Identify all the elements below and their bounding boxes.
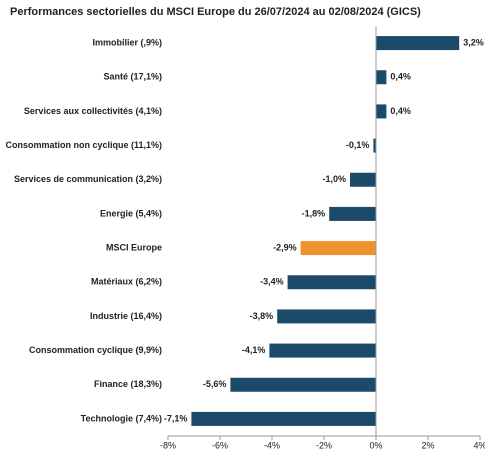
- value-label: -1,0%: [322, 174, 346, 184]
- bar: [350, 172, 376, 187]
- value-label: 0,4%: [390, 72, 411, 82]
- category-label: MSCI Europe: [106, 242, 162, 252]
- category-label: Immobilier (,9%): [92, 37, 162, 47]
- category-label: Finance (18,3%): [94, 379, 162, 389]
- value-label: -3,8%: [250, 311, 274, 321]
- value-label: -5,6%: [203, 379, 227, 389]
- category-label: Technologie (7,4%): [81, 413, 162, 423]
- category-label: Consommation cyclique (9,9%): [29, 345, 162, 355]
- bar: [376, 70, 387, 85]
- x-tick-label: 4%: [473, 440, 485, 450]
- bar: [269, 343, 376, 358]
- x-tick-label: 2%: [421, 440, 434, 450]
- category-label: Services aux collectivités (4,1%): [24, 106, 162, 116]
- value-label: -0,1%: [346, 140, 370, 150]
- value-label: 3,2%: [463, 37, 484, 47]
- category-label: Matériaux (6,2%): [91, 277, 162, 287]
- category-label: Industrie (16,4%): [90, 311, 162, 321]
- category-label: Services de communication (3,2%): [14, 174, 162, 184]
- x-tick-label: -6%: [212, 440, 228, 450]
- bar: [300, 241, 376, 256]
- bar: [287, 275, 376, 290]
- x-tick-label: -2%: [316, 440, 332, 450]
- category-label: Santé (17,1%): [103, 72, 162, 82]
- category-label: Energie (5,4%): [100, 208, 162, 218]
- value-label: -2,9%: [273, 242, 297, 252]
- value-label: -1,8%: [302, 208, 326, 218]
- value-label: -4,1%: [242, 345, 266, 355]
- x-tick-label: -8%: [160, 440, 176, 450]
- x-tick-label: 0%: [369, 440, 382, 450]
- bar: [230, 377, 376, 392]
- value-label: 0,4%: [390, 106, 411, 116]
- bar: [277, 309, 376, 324]
- bar: [373, 138, 376, 153]
- value-label: -3,4%: [260, 277, 284, 287]
- chart-title: Performances sectorielles du MSCI Europe…: [10, 6, 421, 18]
- bar: [376, 36, 460, 51]
- value-label: -7,1%: [164, 413, 188, 423]
- bar: [329, 206, 376, 221]
- category-label: Consommation non cyclique (11,1%): [5, 140, 162, 150]
- bar: [376, 104, 387, 119]
- x-tick-label: -4%: [264, 440, 280, 450]
- bar: [191, 411, 376, 426]
